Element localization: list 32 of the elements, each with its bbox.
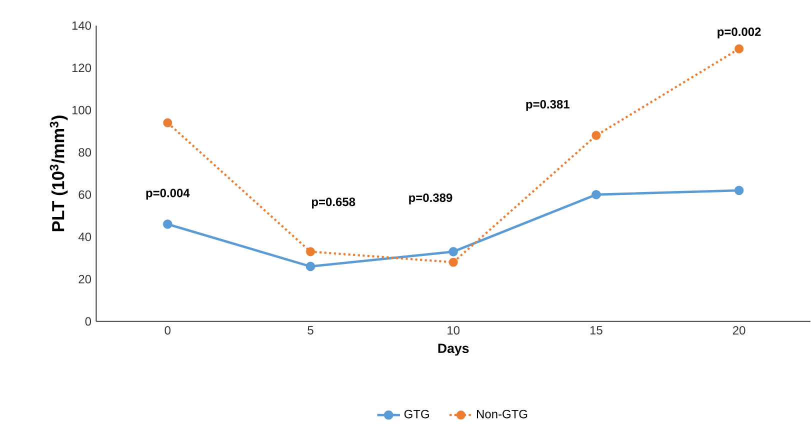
- point: [592, 130, 601, 140]
- y-axis-title: PLT (10$^{3}$/mm$^{3}$): [50, 115, 68, 231]
- point: [163, 118, 172, 128]
- y-tick-label: 140: [72, 21, 92, 30]
- point: [306, 262, 316, 272]
- y-tick-label: 20: [78, 274, 92, 284]
- y-tick-label: 80: [78, 148, 92, 156]
- annotation: p=0.002: [718, 27, 761, 38]
- point: [448, 246, 458, 256]
- annotation: p=0.381: [526, 100, 570, 111]
- y-tick-label: 120: [72, 63, 92, 72]
- x-tick-label: 0: [164, 326, 171, 334]
- x-axis-title: Days: [438, 344, 469, 356]
- legend-label: Non-GTG: [477, 410, 528, 418]
- point: [734, 44, 744, 54]
- point: [592, 190, 601, 200]
- x-tick-label: 10: [448, 326, 460, 334]
- x-tick-label: 15: [590, 326, 602, 334]
- point: [734, 186, 744, 195]
- point: [162, 219, 172, 229]
- legend-label: GTG: [404, 410, 429, 418]
- y-tick-label: 40: [78, 232, 92, 242]
- y-tick-label: 0: [85, 317, 92, 326]
- annotation: p=0.389: [409, 193, 452, 204]
- y-tick-label: 60: [78, 190, 92, 199]
- x-tick-label: 20: [732, 326, 746, 334]
- x-tick-label: 5: [308, 326, 314, 334]
- point: [448, 258, 458, 267]
- annotation: p=0.658: [312, 198, 356, 208]
- point: [306, 247, 316, 256]
- y-tick-label: 100: [72, 106, 92, 114]
- annotation: p=0.004: [146, 188, 190, 200]
